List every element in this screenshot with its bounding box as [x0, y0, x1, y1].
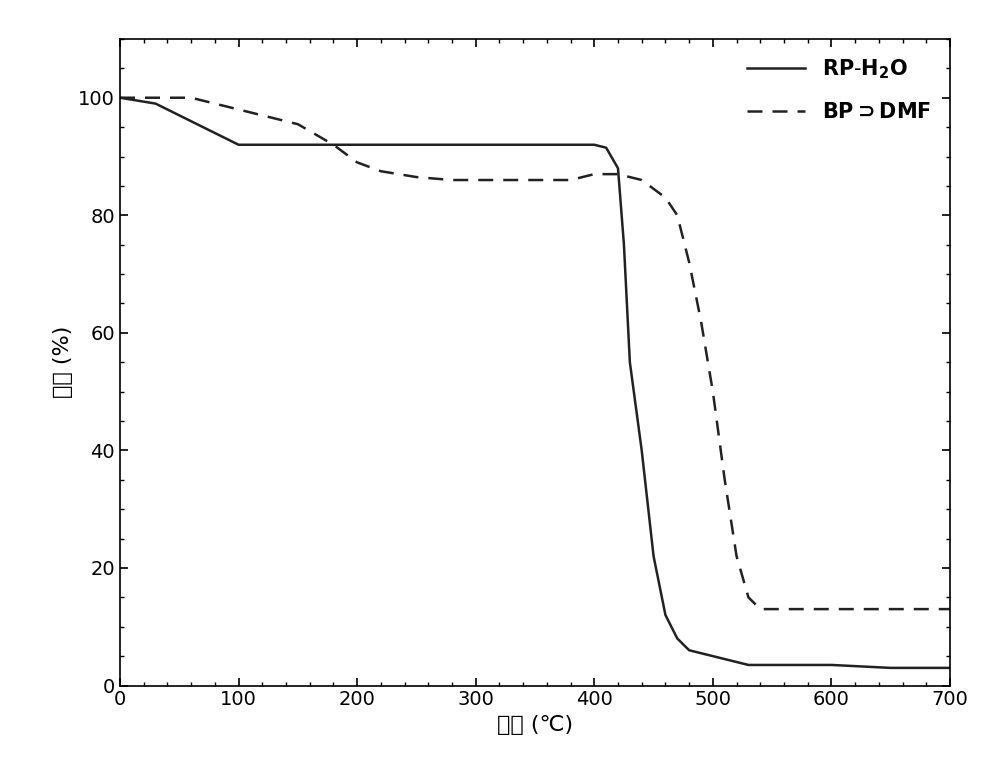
X-axis label: 温度 (℃): 温度 (℃)	[497, 715, 573, 735]
Legend: $\mathbf{RP}$-$\mathbf{H_2O}$, $\mathbf{BP}$$\mathbf{\supset}$$\mathbf{DMF}$: $\mathbf{RP}$-$\mathbf{H_2O}$, $\mathbf{…	[739, 49, 940, 130]
Y-axis label: 重量 (%): 重量 (%)	[53, 326, 73, 398]
